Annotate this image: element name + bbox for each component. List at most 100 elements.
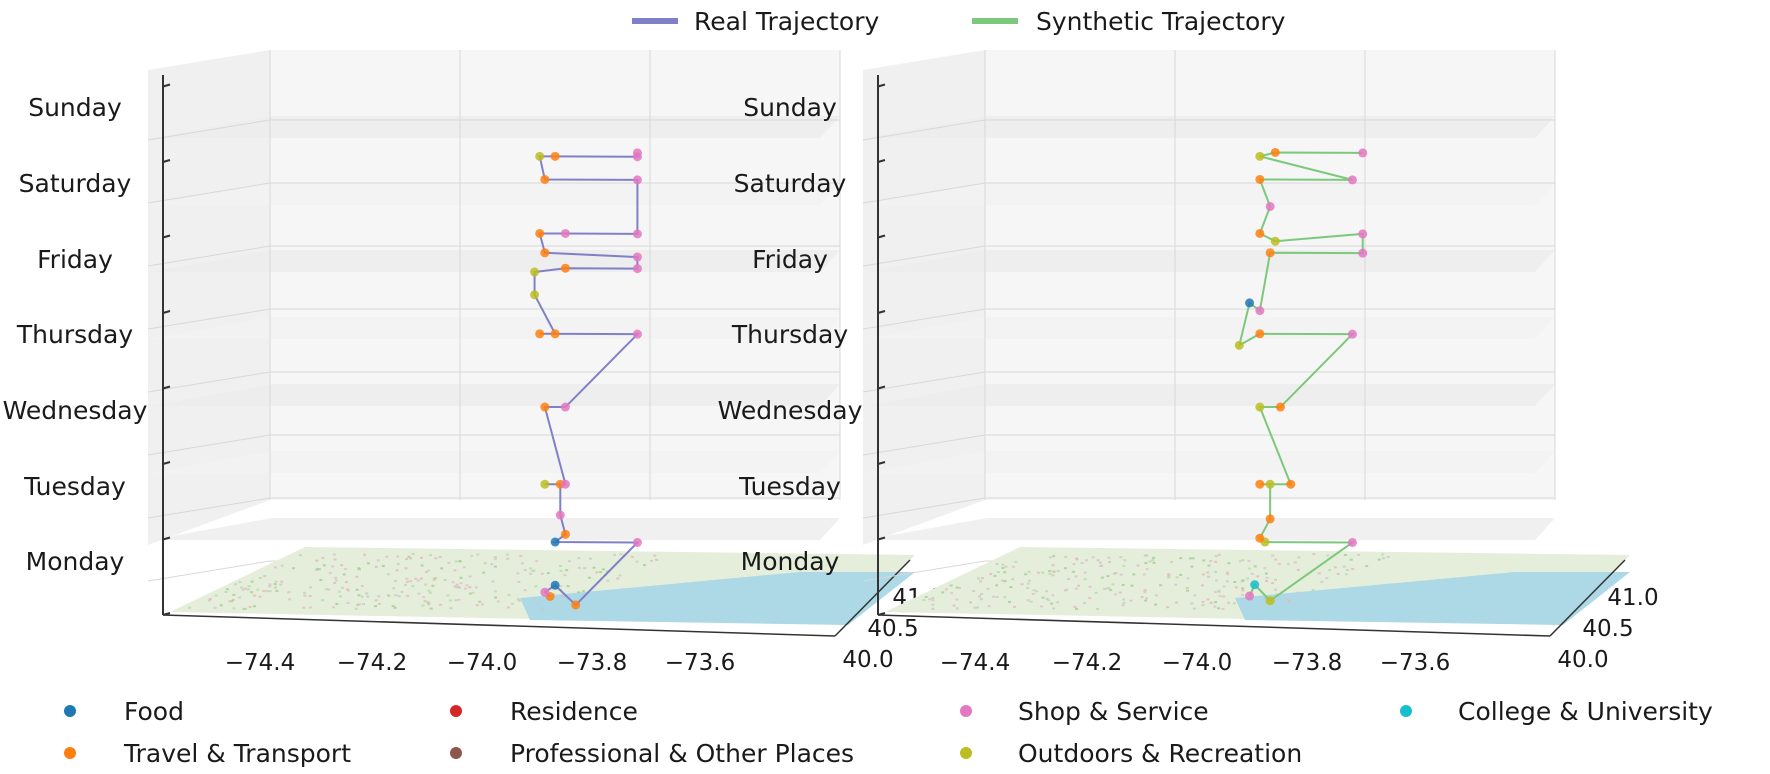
- map-texture: [1045, 590, 1049, 593]
- map-texture: [650, 559, 654, 562]
- map-texture: [653, 554, 657, 557]
- map-texture: [1328, 569, 1332, 572]
- map-texture: [1024, 573, 1028, 576]
- z-tick: [162, 385, 171, 390]
- map-texture: [419, 556, 423, 559]
- map-texture: [1206, 598, 1210, 601]
- map-texture: [321, 557, 325, 560]
- trajectory-point: [1347, 175, 1357, 185]
- map-texture: [247, 585, 251, 588]
- map-texture: [1241, 589, 1245, 592]
- grid-line: [862, 560, 986, 582]
- map-texture: [468, 586, 472, 589]
- map-texture: [438, 555, 442, 558]
- map-texture: [1136, 564, 1140, 567]
- z-tick-label: Wednesday: [3, 396, 148, 425]
- trajectory-point: [1245, 591, 1255, 601]
- map-texture: [393, 606, 397, 609]
- map-texture: [1029, 600, 1033, 603]
- trajectory-point: [1255, 329, 1265, 339]
- map-texture: [1082, 602, 1086, 605]
- map-texture: [377, 602, 381, 605]
- map-texture: [1226, 573, 1230, 576]
- map-texture: [922, 598, 926, 601]
- map-texture: [1214, 570, 1218, 573]
- grid-line: [147, 560, 271, 582]
- map-texture: [519, 554, 523, 557]
- x-tick-label: −74.4: [225, 650, 295, 676]
- grid-line: [862, 371, 986, 393]
- map-texture: [973, 606, 977, 609]
- map-texture: [419, 577, 423, 580]
- z-tick: [162, 83, 171, 88]
- z-tick-label: Friday: [752, 245, 828, 274]
- map-texture: [443, 579, 447, 582]
- map-texture: [231, 599, 235, 602]
- trajectory-point: [1255, 402, 1265, 412]
- map-texture: [1088, 585, 1092, 588]
- x-axis: [877, 614, 1551, 637]
- map-texture: [1071, 570, 1075, 573]
- trajectory-point: [540, 402, 550, 412]
- map-texture: [302, 606, 306, 609]
- map-texture: [394, 594, 398, 597]
- z-tick-label: Saturday: [734, 169, 847, 198]
- legend-professional-marker: [450, 747, 462, 759]
- map-texture: [529, 572, 533, 575]
- map-texture: [1072, 563, 1076, 566]
- trajectory-point: [555, 510, 565, 520]
- map-texture: [232, 593, 236, 596]
- x-tick-label: −74.2: [337, 650, 407, 676]
- map-texture: [1027, 570, 1031, 573]
- z-tick: [162, 159, 171, 163]
- map-texture: [334, 576, 338, 579]
- map-texture: [1152, 556, 1156, 559]
- map-texture: [995, 595, 999, 598]
- map-texture: [1296, 568, 1300, 571]
- map-texture: [214, 594, 218, 597]
- map-texture: [403, 583, 407, 586]
- grid-line: [862, 497, 986, 519]
- map-texture: [1118, 591, 1122, 594]
- map-texture: [347, 589, 351, 592]
- map-texture: [1142, 573, 1146, 576]
- map-texture: [1154, 603, 1158, 606]
- grid-line: [147, 308, 271, 330]
- legend-travel-marker: [64, 747, 76, 759]
- x-tick-label: −73.6: [665, 650, 735, 676]
- map-texture: [978, 595, 982, 598]
- x-tick-label: −74.2: [1052, 650, 1122, 676]
- trajectory-point: [632, 148, 642, 158]
- trajectory-point: [632, 175, 642, 185]
- map-texture: [1151, 559, 1155, 562]
- map-texture: [414, 577, 418, 580]
- map-texture: [1297, 556, 1301, 559]
- map-texture: [1026, 599, 1030, 602]
- trajectory-point: [550, 537, 560, 547]
- map-texture: [423, 600, 427, 603]
- map-texture: [321, 599, 325, 602]
- map-texture: [1209, 560, 1213, 563]
- map-texture: [949, 584, 953, 587]
- map-texture: [1287, 600, 1291, 603]
- map-texture: [944, 588, 948, 591]
- map-texture: [1167, 573, 1171, 576]
- map-texture: [517, 580, 521, 583]
- map-texture: [987, 605, 991, 608]
- y-tick-label: 40.5: [1582, 616, 1633, 642]
- day-plane: [865, 518, 1555, 540]
- map-texture: [516, 598, 520, 601]
- map-texture: [252, 605, 256, 608]
- trajectory-point: [1255, 228, 1265, 238]
- map-texture: [995, 563, 999, 566]
- map-texture: [1274, 558, 1278, 561]
- map-texture: [505, 553, 509, 556]
- trajectory-point: [1255, 479, 1265, 489]
- map-texture: [338, 595, 342, 598]
- map-texture: [288, 598, 292, 601]
- map-texture: [493, 558, 497, 561]
- map-texture: [250, 591, 254, 594]
- legend-residence-marker: [450, 705, 462, 717]
- map-texture: [1152, 561, 1156, 564]
- map-texture: [230, 600, 234, 603]
